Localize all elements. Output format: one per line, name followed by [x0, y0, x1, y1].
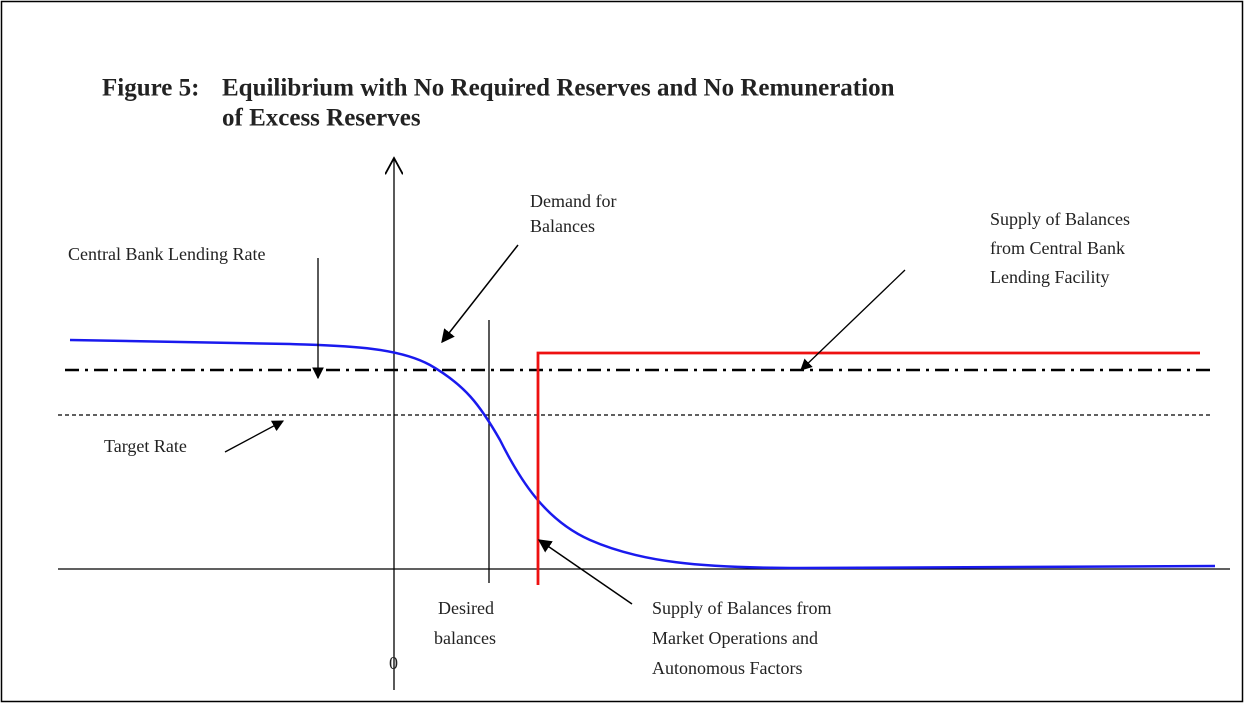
demand-curve	[69, 338, 1216, 570]
label: 0	[389, 653, 398, 673]
label: Target Rate	[104, 436, 187, 456]
label: Supply of Balances from	[652, 598, 831, 618]
label: Autonomous Factors	[652, 658, 803, 678]
title-line: Equilibrium with No Required Reserves an…	[222, 75, 895, 102]
arrow	[224, 420, 285, 453]
label: Market Operations and	[652, 628, 818, 648]
arrow	[800, 269, 906, 371]
label: Demand for	[530, 191, 616, 211]
label: Balances	[530, 216, 595, 236]
label: balances	[434, 628, 496, 648]
label: from Central Bank	[990, 238, 1125, 258]
supply-curve	[536, 351, 1200, 585]
title-line: of Excess Reserves	[222, 105, 421, 132]
label: Central Bank Lending Rate	[68, 244, 265, 264]
label: Supply of Balances	[990, 209, 1130, 229]
arrow	[441, 244, 519, 344]
label: Desired	[438, 598, 494, 618]
arrow	[537, 539, 633, 605]
title-label: Figure 5:	[102, 75, 199, 102]
label: Lending Facility	[990, 267, 1109, 287]
